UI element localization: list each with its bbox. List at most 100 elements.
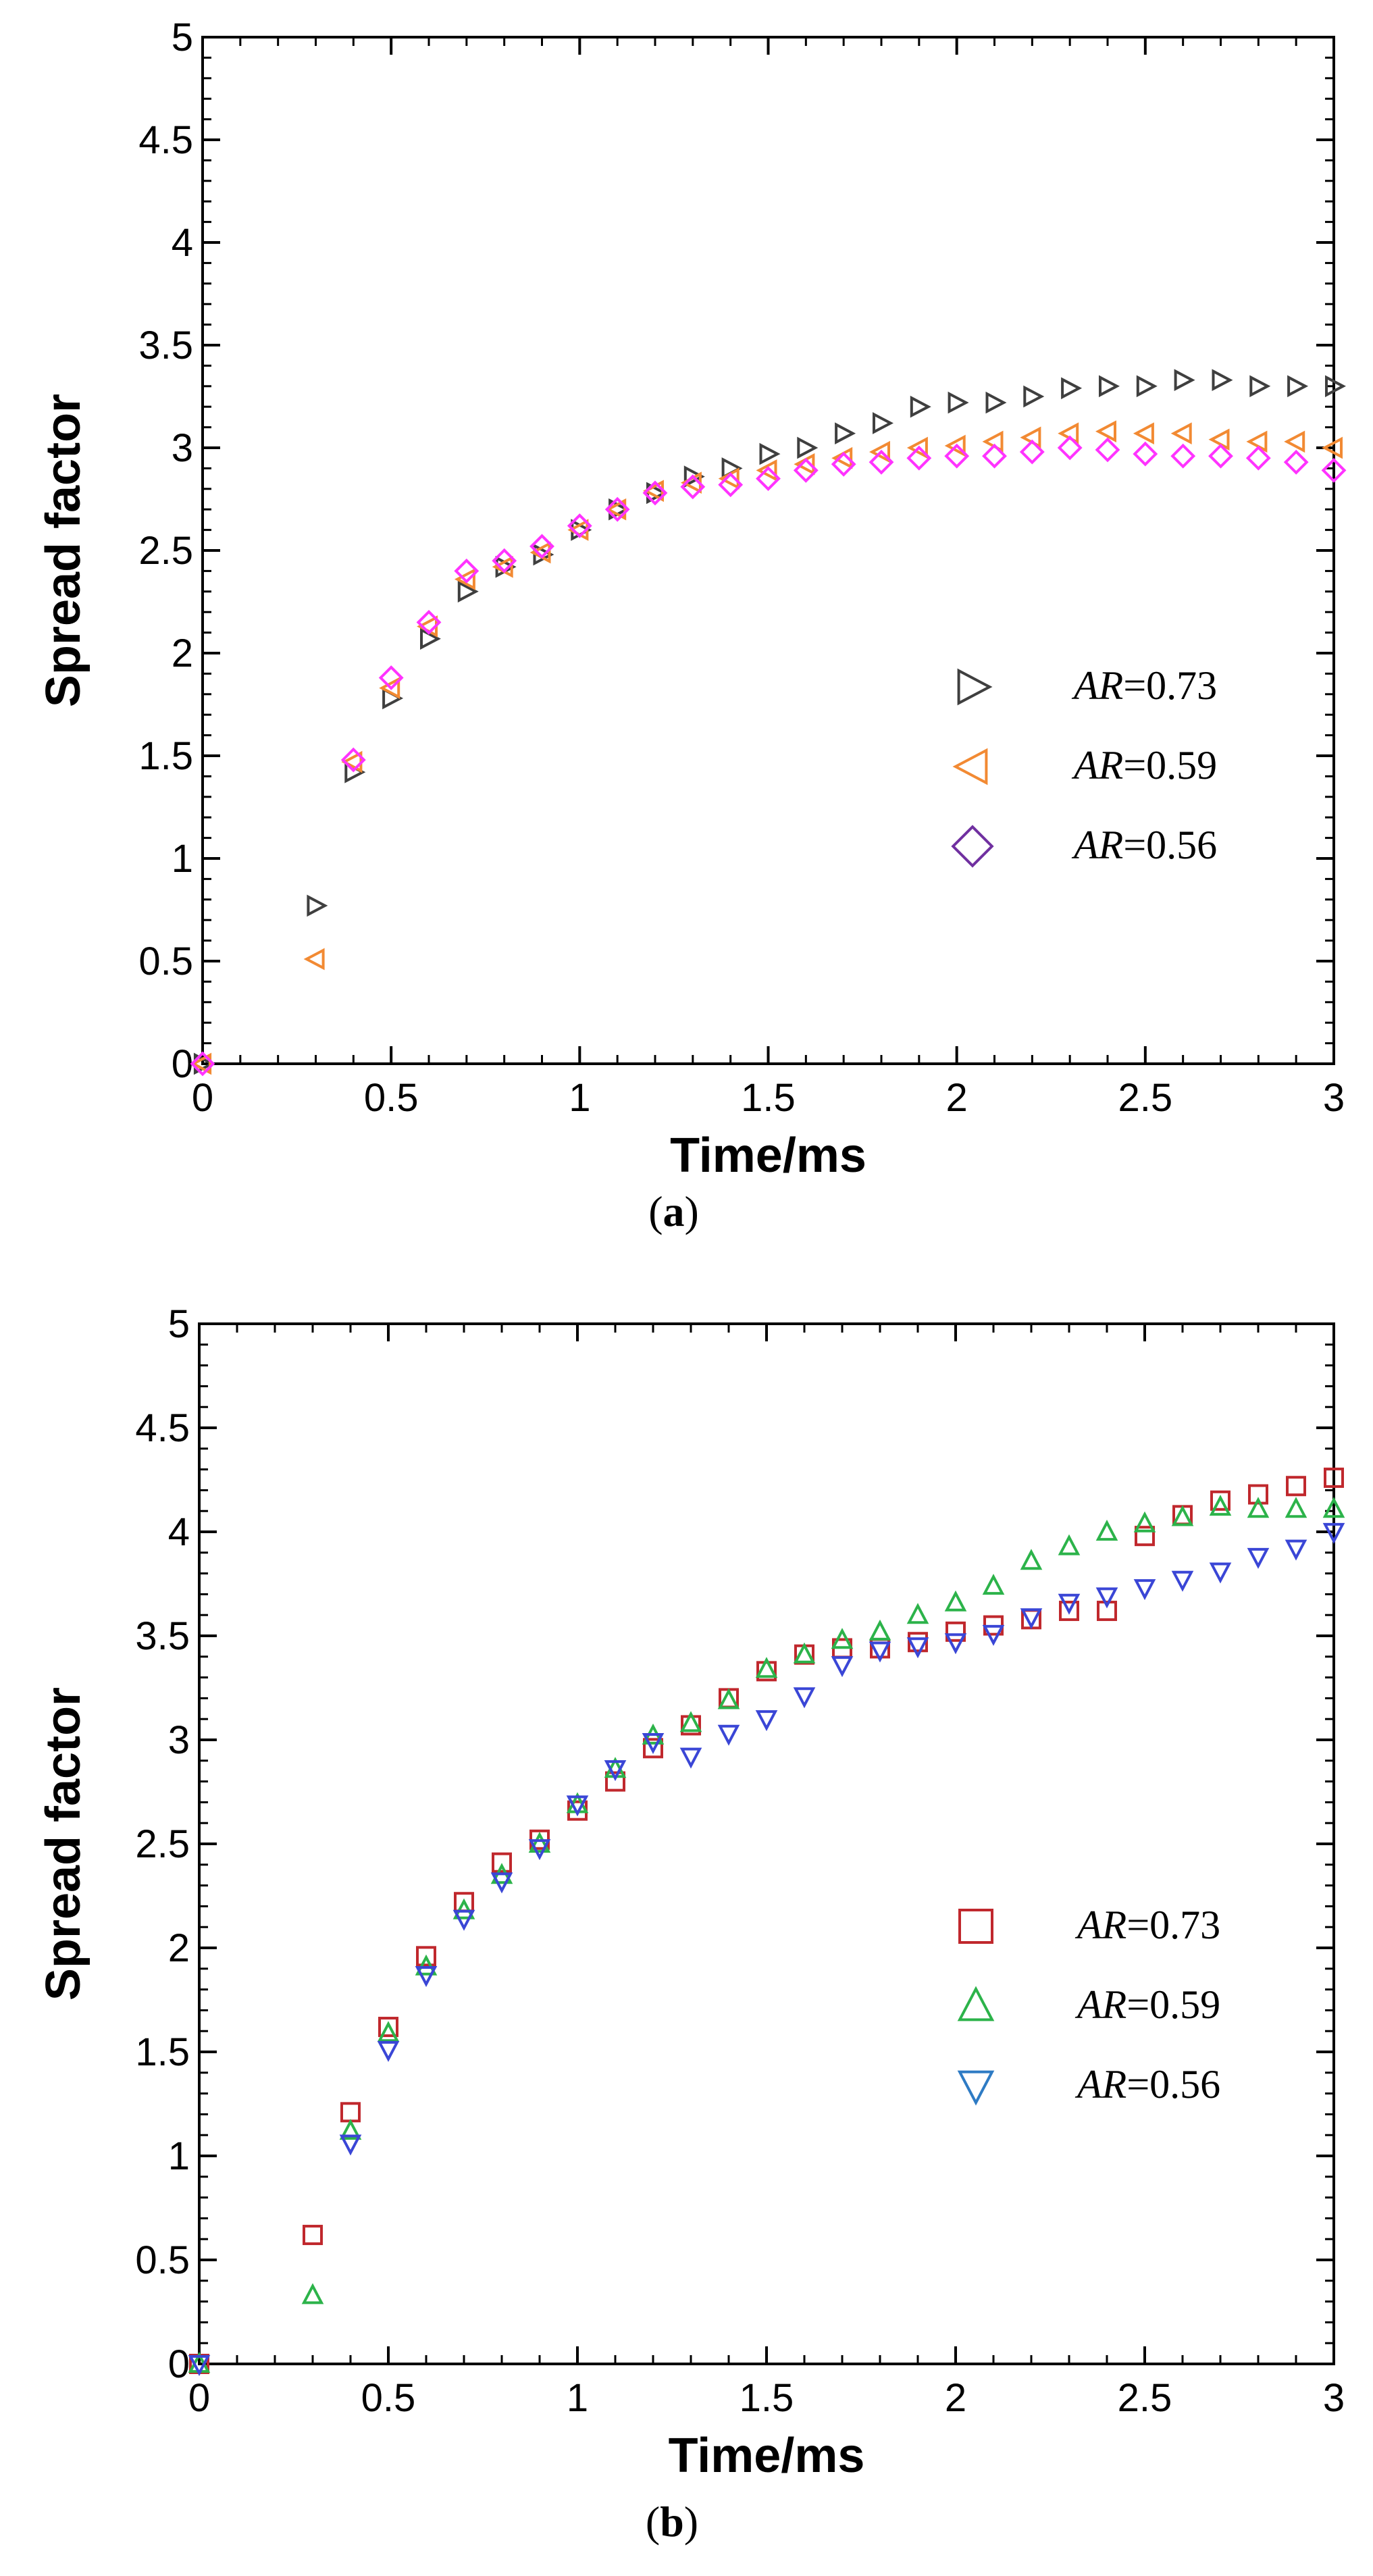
y-tick-label: 3 [172,426,193,470]
legend-entry-value: =0.73 [1126,1903,1220,1947]
legend-marker [957,2070,995,2106]
data-point [340,747,366,773]
data-point [1095,1587,1118,1609]
data-point [492,548,517,573]
data-point [1170,422,1192,445]
data-point [679,1747,702,1769]
legend-marker [957,668,993,706]
data-point [490,1872,513,1894]
data-point [604,496,630,522]
data-point [1099,375,1120,398]
data-point [1247,1547,1270,1569]
data-point [1171,1570,1194,1592]
data-point [985,391,1007,414]
data-point [339,2119,362,2140]
data-point [528,1839,551,1861]
data-point [1019,439,1045,465]
data-point [831,451,856,477]
caption-letter: b [660,2498,684,2546]
data-point [377,2021,400,2042]
x-axis-label: Time/ms [670,1129,866,1183]
x-tick-label: 0.5 [361,2376,416,2420]
data-point [1133,1511,1156,1532]
data-point [1095,1519,1118,1541]
y-tick-label: 2 [168,1926,190,1970]
data-point [377,2040,400,2062]
data-point [910,395,931,418]
data-point [1322,436,1343,459]
data-point [831,1656,854,1678]
data-point [1285,1539,1307,1561]
legend-entry-italic: AR [1074,2062,1126,2107]
data-point [301,2283,324,2304]
data-point [1283,449,1309,475]
legend-entry-value: =0.59 [1123,743,1217,788]
data-point [906,1603,929,1624]
data-point [1209,1562,1232,1584]
data-point [948,391,969,414]
data-point [378,2017,398,2038]
y-tick-label: 0 [168,2342,190,2386]
legend-entry: AR=0.73 [1071,663,1217,708]
y-tick-label: 2.5 [138,529,193,573]
series-1 [193,369,1346,1075]
data-point [717,1688,740,1709]
y-tick-label: 5 [172,16,193,59]
data-point [944,443,970,469]
data-point [528,1831,551,1853]
data-point [1209,1495,1232,1516]
data-point [1325,375,1346,398]
data-point [1133,422,1154,445]
data-point [1286,1476,1306,1497]
data-point [793,1642,816,1664]
chart-panel-b: 0 0.5 1 1.5 2 2.5 3 0 0.5 1 1.5 2 2.5 3 3.5 4 4.5 5 Time/m… [36,1302,1345,2546]
legend: AR =0.73 AR=0.59 AR=0.56 [957,1903,1220,2107]
data-point [190,1052,212,1075]
data-point [1212,369,1233,392]
data-point [869,1619,891,1641]
data-point [1059,1601,1079,1622]
data-point [378,665,404,690]
legend-entry-value: =0.56 [1126,2062,1220,2107]
data-point [869,1641,891,1663]
legend-entry-italic: AR [1071,663,1123,708]
data-point [1095,420,1116,443]
y-tick-label: 4.5 [138,118,193,162]
data-point [1322,1522,1345,1545]
data-point [1057,435,1083,461]
data-point [1061,377,1083,400]
x-tick-label: 2.5 [1118,2376,1172,2420]
y-tick-label: 5 [168,1302,190,1346]
data-point [944,1590,967,1612]
data-point [982,443,1007,469]
data-point [1284,430,1305,453]
y-tick-label: 3.5 [138,324,193,367]
legend-entry: AR=0.56 [1074,2062,1220,2107]
data-point [566,1795,589,1817]
data-point [908,1632,928,1653]
legend-entry-value: =0.73 [1123,663,1217,708]
data-point [906,1637,929,1659]
data-point [1245,445,1271,471]
data-point [1248,1484,1268,1505]
caption-open: ( [646,2498,660,2546]
x-tick-label: 0 [192,1076,213,1120]
data-point [797,436,819,459]
legend-entry: AR=0.59 [1074,1982,1220,2027]
data-point [379,677,400,700]
data-point [906,445,932,471]
y-tick-label: 4 [168,1510,190,1554]
data-point [605,1771,625,1792]
data-point [1058,1593,1081,1615]
data-point [416,609,442,635]
data-point [1208,443,1233,469]
x-tick-label: 3 [1323,1076,1345,1120]
data-point [869,449,894,475]
chart-panel-a: 0 0.5 1 1.5 2 2.5 3 0 0.5 1 1.5 2 2.5 3 3.5 4 4.5 5 Time/m… [36,16,1347,1235]
caption-open: ( [648,1187,663,1235]
data-point [679,1711,702,1732]
data-point [1058,1534,1081,1555]
